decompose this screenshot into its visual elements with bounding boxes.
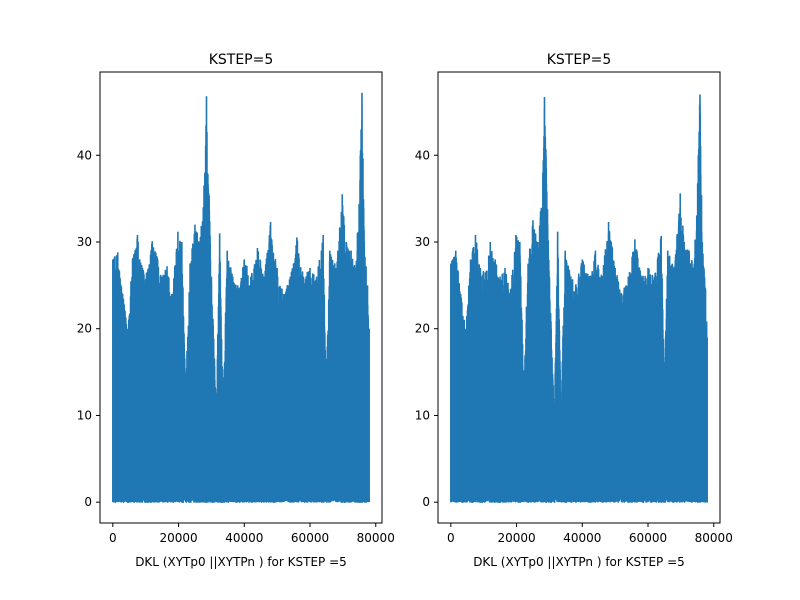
y-tick-label: 40 [415,148,430,162]
y-tick-label: 10 [415,408,430,422]
y-tick-label: 10 [77,408,92,422]
axes-frame-right [437,71,721,524]
axes-frame-left [99,71,383,524]
x-axis-label-left: DKL (XYTp0 ||XYTPn ) for KSTEP =5 [135,555,347,569]
y-axis-ticks-left: 0 10 20 30 40 [77,148,100,509]
y-tick-label: 30 [415,235,430,249]
x-axis-ticks-right: 0 20000 40000 60000 80000 [447,523,733,545]
y-tick-label: 0 [422,495,430,509]
series-path-left [112,92,370,503]
x-tick-label: 0 [447,531,455,545]
x-tick-label: 80000 [695,531,733,545]
series-line-left [112,92,370,503]
x-tick-label: 40000 [563,531,601,545]
x-axis-label-right: DKL (XYTp0 ||XYTPn ) for KSTEP =5 [473,555,685,569]
x-tick-label: 20000 [159,531,197,545]
series-path-right [450,94,708,503]
x-tick-label: 80000 [357,531,395,545]
x-tick-label: 0 [109,531,117,545]
chart-title-left: KSTEP=5 [209,52,274,68]
y-tick-label: 20 [77,322,92,336]
series-line-right [450,94,708,503]
chart-title-right: KSTEP=5 [547,52,612,68]
x-tick-label: 60000 [629,531,667,545]
x-tick-label: 40000 [225,531,263,545]
x-tick-label: 20000 [497,531,535,545]
y-tick-label: 0 [84,495,92,509]
y-tick-label: 40 [77,148,92,162]
y-tick-label: 20 [415,322,430,336]
x-axis-ticks-left: 0 20000 40000 60000 80000 [109,523,395,545]
y-axis-ticks-right: 0 10 20 30 40 [415,148,438,509]
x-tick-label: 60000 [291,531,329,545]
y-tick-label: 30 [77,235,92,249]
